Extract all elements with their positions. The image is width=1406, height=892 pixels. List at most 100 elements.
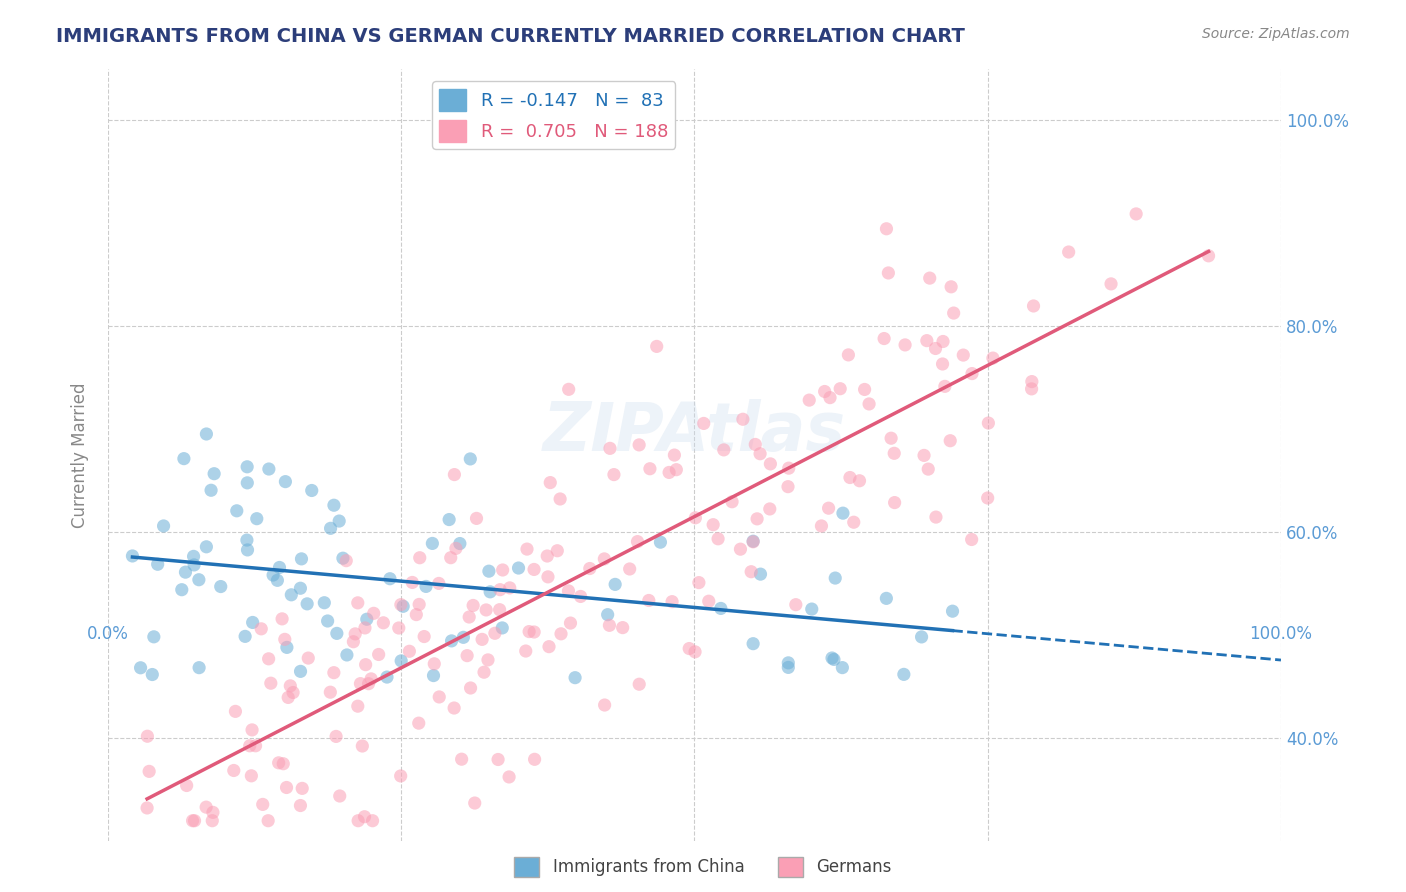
Point: [437, 512, 460, 526]
Point: [848, 474, 870, 488]
Point: [422, 536, 444, 550]
Point: [360, 672, 382, 686]
Point: [200, 483, 222, 498]
Point: [593, 698, 616, 712]
Point: [152, 519, 174, 533]
Point: [517, 624, 540, 639]
Point: [290, 581, 312, 595]
Point: [233, 629, 256, 643]
Point: [250, 622, 273, 636]
Point: [934, 379, 956, 393]
Point: [423, 657, 446, 671]
Point: [1099, 277, 1122, 291]
Point: [290, 552, 312, 566]
Point: [389, 769, 412, 783]
Point: [472, 665, 495, 680]
Point: [1021, 375, 1043, 389]
Text: Source: ZipAtlas.com: Source: ZipAtlas.com: [1202, 27, 1350, 41]
Point: [361, 814, 384, 828]
Point: [460, 681, 482, 695]
Point: [240, 723, 263, 737]
Point: [839, 470, 862, 484]
Point: [661, 595, 683, 609]
Point: [201, 805, 224, 820]
Point: [405, 607, 427, 622]
Point: [605, 577, 627, 591]
Point: [136, 729, 159, 743]
Point: [853, 383, 876, 397]
Point: [858, 397, 880, 411]
Point: [427, 690, 450, 704]
Point: [443, 467, 465, 482]
Point: [335, 554, 357, 568]
Point: [1125, 207, 1147, 221]
Point: [195, 800, 218, 814]
Point: [484, 626, 506, 640]
Point: [346, 596, 368, 610]
Point: [136, 801, 159, 815]
Point: [939, 434, 962, 448]
Point: [742, 637, 765, 651]
Point: [817, 501, 839, 516]
Point: [1022, 299, 1045, 313]
Point: [422, 668, 444, 682]
Point: [498, 770, 520, 784]
Point: [276, 780, 298, 795]
Point: [875, 591, 897, 606]
Point: [392, 599, 415, 614]
Point: [578, 561, 600, 575]
Point: [278, 679, 301, 693]
Point: [749, 567, 772, 582]
Point: [142, 630, 165, 644]
Point: [146, 558, 169, 572]
Point: [440, 550, 463, 565]
Point: [912, 449, 935, 463]
Point: [449, 536, 471, 550]
Point: [877, 266, 900, 280]
Point: [329, 789, 352, 803]
Point: [295, 597, 318, 611]
Point: [883, 495, 905, 509]
Point: [603, 467, 626, 482]
Point: [910, 630, 932, 644]
Point: [319, 685, 342, 699]
Point: [267, 756, 290, 770]
Point: [742, 534, 765, 549]
Point: [952, 348, 974, 362]
Point: [440, 633, 463, 648]
Point: [301, 483, 323, 498]
Point: [612, 621, 634, 635]
Point: [389, 598, 412, 612]
Point: [759, 502, 782, 516]
Point: [759, 457, 782, 471]
Point: [138, 764, 160, 779]
Point: [297, 651, 319, 665]
Point: [837, 348, 859, 362]
Point: [443, 701, 465, 715]
Text: 100.0%: 100.0%: [1250, 625, 1312, 643]
Point: [328, 514, 350, 528]
Point: [129, 661, 152, 675]
Point: [939, 280, 962, 294]
Point: [408, 598, 430, 612]
Point: [183, 558, 205, 572]
Point: [942, 306, 965, 320]
Point: [456, 648, 478, 663]
Point: [593, 552, 616, 566]
Point: [280, 588, 302, 602]
Point: [450, 752, 472, 766]
Point: [195, 540, 218, 554]
Point: [917, 462, 939, 476]
Point: [260, 676, 283, 690]
Point: [367, 648, 389, 662]
Point: [332, 551, 354, 566]
Point: [688, 575, 710, 590]
Point: [415, 579, 437, 593]
Point: [778, 660, 800, 674]
Point: [225, 504, 247, 518]
Point: [347, 814, 370, 828]
Point: [893, 667, 915, 681]
Point: [319, 521, 342, 535]
Point: [239, 739, 262, 753]
Point: [354, 657, 377, 672]
